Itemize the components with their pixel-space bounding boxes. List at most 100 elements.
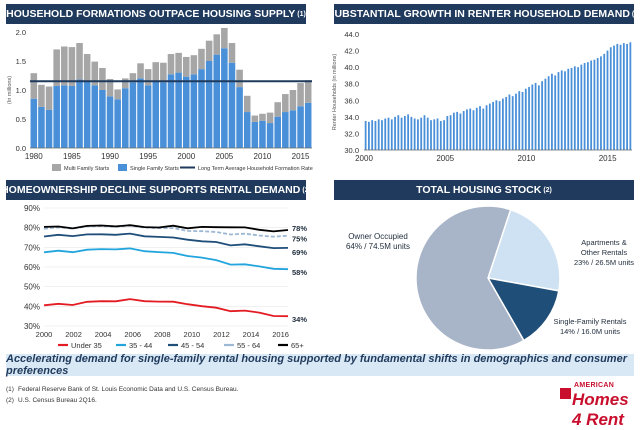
panel-title-homeownership: HOMEOWNERSHIP DECLINE SUPPORTS RENTAL DE… <box>1 180 311 200</box>
bar-multi-family <box>68 47 76 86</box>
bar-renter-households <box>390 119 393 150</box>
bar-single-family <box>190 74 198 148</box>
bar-multi-family <box>190 55 198 75</box>
bar-renter-households <box>374 121 377 150</box>
bar-single-family <box>266 123 274 148</box>
x-tick-label: 2000 <box>177 152 195 161</box>
bar-renter-households <box>544 78 547 150</box>
bar-renter-households <box>469 108 472 150</box>
x-tick-label: 2010 <box>518 154 536 163</box>
series-line <box>43 224 289 238</box>
x-tick-label: 2014 <box>243 330 260 339</box>
end-value-label: 75% <box>292 235 307 244</box>
bar-renter-households <box>466 109 468 150</box>
legend-label: 55 - 64 <box>237 341 260 350</box>
bar-renter-households <box>446 116 449 150</box>
bar-single-family <box>61 85 68 148</box>
x-tick-label: 1980 <box>25 152 43 161</box>
bar-renter-households <box>397 115 400 150</box>
bar-renter-households <box>518 91 521 150</box>
legend-swatch <box>118 164 127 171</box>
renter-households-chart: 30.0 32.0 34.0 36.0 38.0 40.0 42.0 44.0 Renter H… <box>332 30 632 163</box>
panel-title-text: SUBSTANTIAL GROWTH IN RENTER HOUSEHOLD D… <box>327 8 630 20</box>
bar-multi-family <box>61 46 68 86</box>
y-tick-label: 30% <box>24 322 40 331</box>
bar-multi-family <box>30 73 38 99</box>
bar-single-family <box>221 48 228 148</box>
bar-single-family <box>228 62 236 148</box>
bar-multi-family <box>289 90 297 111</box>
bar-single-family <box>137 78 144 148</box>
bar-multi-family <box>91 61 99 86</box>
bar-renter-households <box>462 111 465 150</box>
bar-renter-households <box>488 103 491 150</box>
bar-single-family <box>160 82 167 148</box>
bar-renter-households <box>583 63 586 150</box>
panel-title-housing-stock: TOTAL HOUSING STOCK (2) <box>334 180 634 200</box>
bar-renter-households <box>449 115 452 150</box>
bar-renter-households <box>381 120 383 150</box>
bar-single-family <box>198 69 205 148</box>
end-value-label: 69% <box>292 248 307 257</box>
bar-single-family <box>282 112 289 148</box>
bar-single-family <box>274 116 281 148</box>
x-tick-label: 2005 <box>215 152 233 161</box>
pie-label-owner-line2: 64% / 74.5M units <box>346 242 410 251</box>
bar-renter-households <box>413 118 416 150</box>
bar-renter-households <box>436 118 439 150</box>
y-axis-label: (In millions) <box>7 76 13 104</box>
footnote-ref: (1) <box>297 10 306 18</box>
pie-slice <box>487 208 561 292</box>
y-tick-label: 90% <box>24 204 40 213</box>
bar-renter-households <box>551 73 553 150</box>
bar-single-family <box>167 74 175 148</box>
x-tick-label: 2004 <box>95 330 112 339</box>
y-tick-label: 40% <box>24 302 40 311</box>
bar-renter-households <box>573 66 576 150</box>
bar-multi-family <box>266 112 274 124</box>
x-tick-label: 2002 <box>65 330 82 339</box>
bar-renter-households <box>600 56 602 150</box>
y-tick-label: 80% <box>24 224 40 233</box>
bar-renter-households <box>459 113 462 150</box>
bar-multi-family <box>99 67 106 90</box>
x-tick-label: 2015 <box>292 152 310 161</box>
bar-single-family <box>304 102 312 148</box>
bar-single-family <box>152 80 160 148</box>
bar-multi-family <box>114 89 121 100</box>
bar-single-family <box>205 61 213 148</box>
bar-renter-households <box>426 117 429 150</box>
bar-multi-family <box>76 43 83 80</box>
bar-multi-family <box>83 54 91 82</box>
panel-title-household-formations: HOUSEHOLD FORMATIONS OUTPACE HOUSING SUP… <box>6 4 306 24</box>
bar-single-family <box>129 82 137 148</box>
bar-renter-households <box>377 119 380 150</box>
bar-multi-family <box>167 54 175 75</box>
bar-renter-households <box>423 115 426 150</box>
x-tick-label: 2000 <box>355 154 373 163</box>
bar-renter-households <box>502 98 504 150</box>
bar-renter-households <box>626 43 628 150</box>
bar-single-family <box>297 106 304 148</box>
y-tick-label: 1.0 <box>16 86 26 95</box>
bar-renter-households <box>554 75 557 150</box>
x-tick-label: 2010 <box>254 152 272 161</box>
bar-renter-households <box>613 45 615 150</box>
bar-renter-households <box>609 47 612 150</box>
end-value-label: 58% <box>292 268 307 277</box>
footnote-1: (1) Federal Reserve Bank of St. Louis Eco… <box>6 386 239 393</box>
household-formations-chart: 0.0 0.5 1.0 1.5 2.0 (In millions) 1980 1985 1990… <box>7 27 313 172</box>
y-tick-label: 42.0 <box>344 47 359 56</box>
bar-single-family <box>259 120 266 148</box>
x-tick-label: 2005 <box>436 154 454 163</box>
pie-label-owner-line1: Owner Occupied <box>348 232 408 241</box>
panel-title-text: HOUSEHOLD FORMATIONS OUTPACE HOUSING SUP… <box>6 8 296 20</box>
bar-renter-households <box>616 43 619 150</box>
bar-single-family <box>30 98 38 148</box>
footnote-ref: (1) <box>631 10 640 18</box>
bar-single-family <box>76 79 83 148</box>
bar-multi-family <box>274 102 281 117</box>
bar-single-family <box>114 99 121 148</box>
y-tick-label: 0.0 <box>16 144 26 153</box>
bar-renter-households <box>577 67 579 150</box>
